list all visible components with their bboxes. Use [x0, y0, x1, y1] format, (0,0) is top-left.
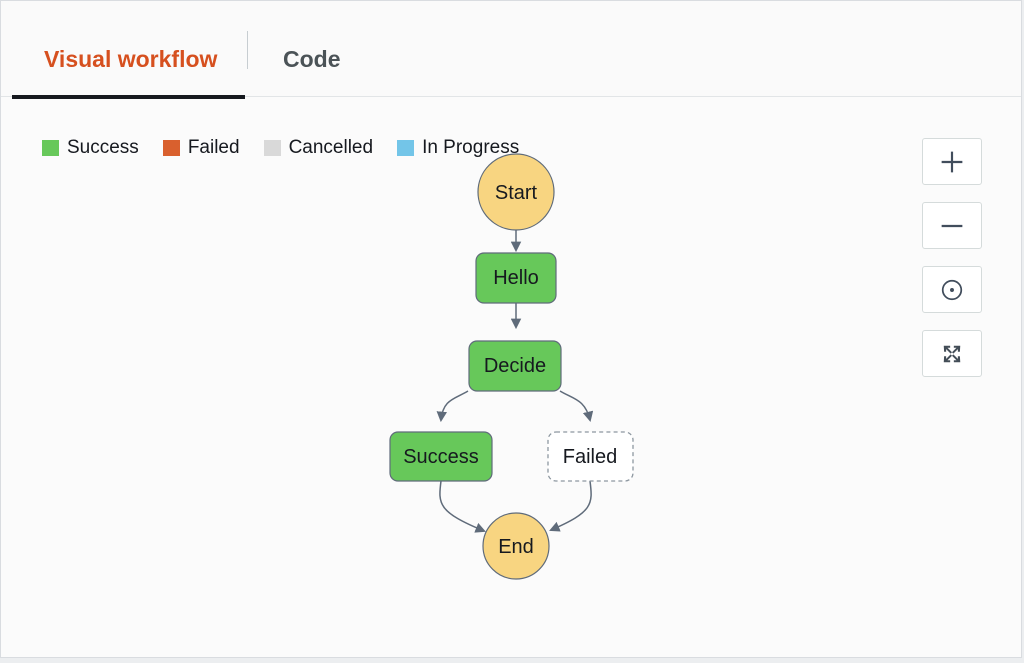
- svg-text:Failed: Failed: [563, 446, 617, 468]
- svg-text:Success: Success: [403, 446, 479, 468]
- svg-text:Start: Start: [495, 182, 538, 204]
- svg-text:Hello: Hello: [493, 267, 539, 289]
- svg-text:Decide: Decide: [484, 355, 546, 377]
- svg-text:End: End: [498, 536, 534, 558]
